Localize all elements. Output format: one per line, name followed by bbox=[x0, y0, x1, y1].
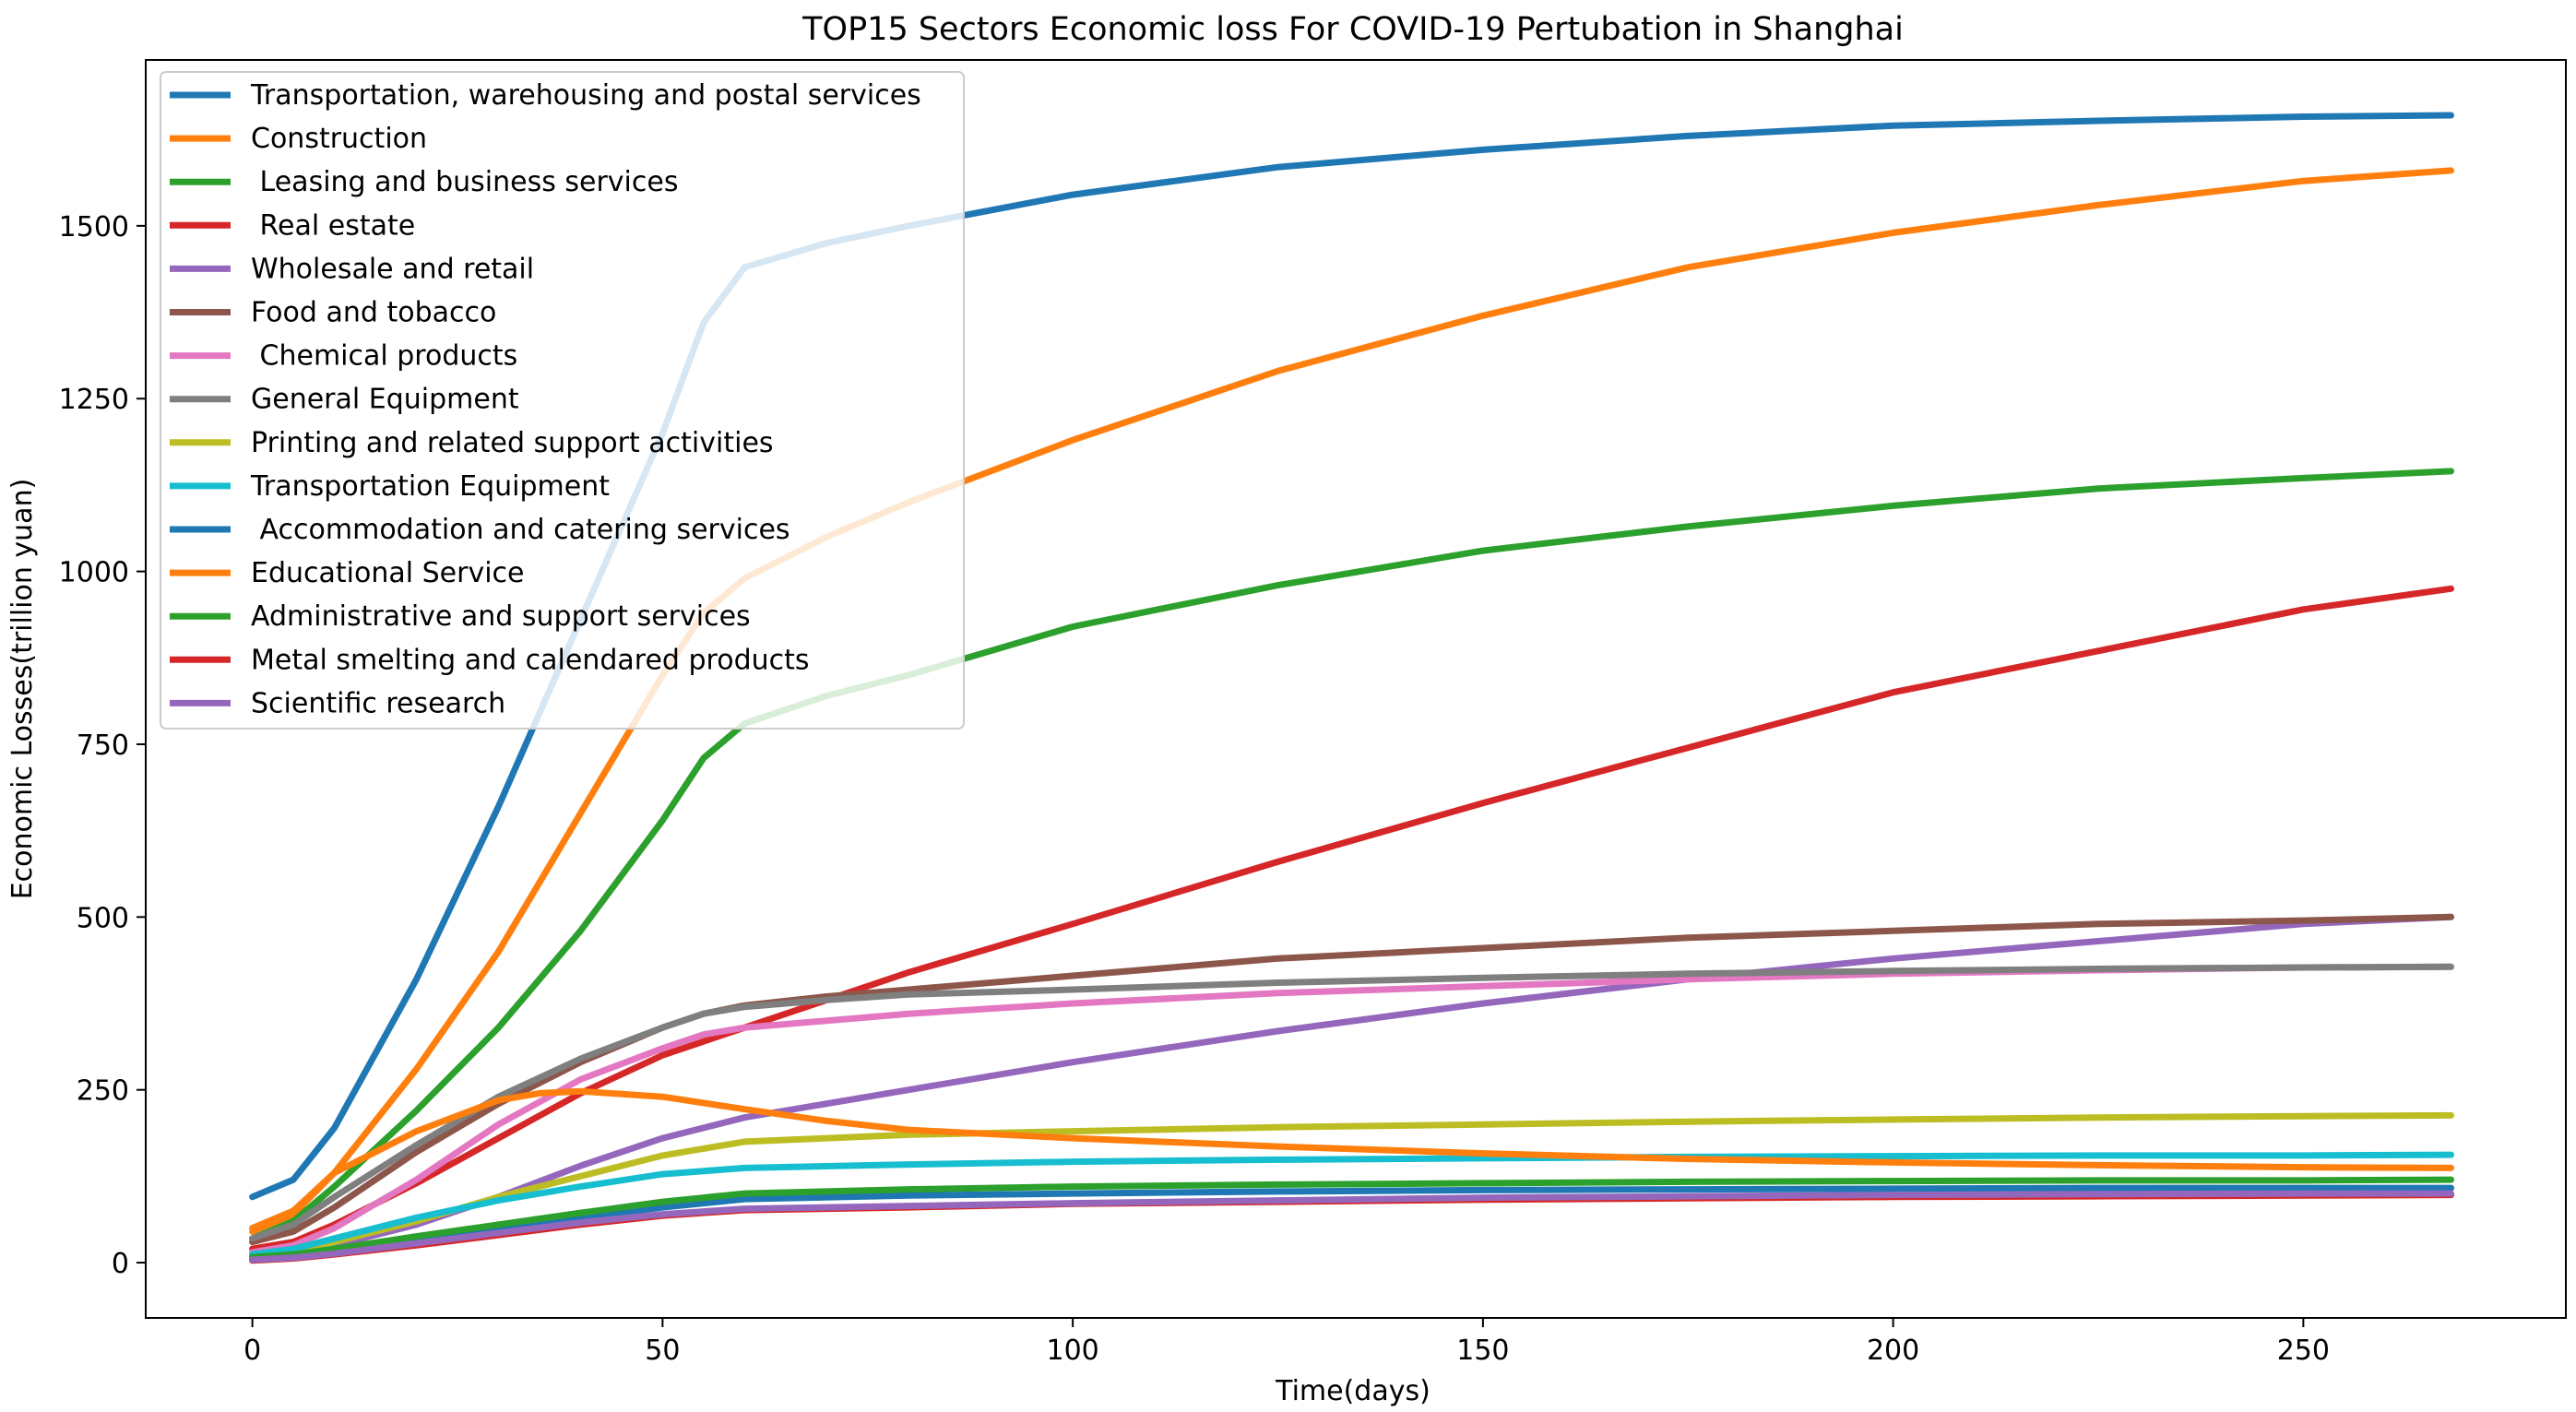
legend-label: Scientific research bbox=[251, 687, 505, 719]
legend-label: Printing and related support activities bbox=[251, 427, 774, 459]
x-tick-label: 0 bbox=[243, 1335, 261, 1367]
legend-label: Transportation, warehousing and postal s… bbox=[250, 79, 921, 112]
y-tick-label: 1250 bbox=[59, 384, 129, 416]
legend-label: General Equipment bbox=[251, 384, 519, 416]
y-axis-label: Economic Losses(trillion yuan) bbox=[6, 479, 39, 900]
chart-title: TOP15 Sectors Economic loss For COVID-19… bbox=[801, 11, 1904, 48]
y-tick-label: 250 bbox=[77, 1075, 129, 1108]
series-line-13 bbox=[249, 1176, 2454, 1261]
y-tick-label: 1500 bbox=[59, 211, 129, 243]
y-tick-label: 750 bbox=[77, 730, 129, 762]
series-line-8 bbox=[249, 963, 2454, 1242]
legend-label: Transportation Equipment bbox=[250, 470, 610, 503]
legend-label: Real estate bbox=[251, 209, 415, 242]
legend: Transportation, warehousing and postal s… bbox=[160, 71, 965, 730]
x-tick-label: 100 bbox=[1046, 1335, 1098, 1367]
legend-label: Metal smelting and calendared products bbox=[251, 644, 810, 676]
y-tick-label: 500 bbox=[77, 902, 129, 934]
legend-label: Administrative and support services bbox=[251, 600, 751, 633]
series-line-10 bbox=[249, 1151, 2454, 1258]
y-tick-label: 0 bbox=[112, 1248, 129, 1280]
legend-label: Wholesale and retail bbox=[251, 253, 534, 285]
series-line-6 bbox=[249, 913, 2454, 1246]
legend-label: Educational Service bbox=[251, 557, 524, 589]
x-axis-label: Time(days) bbox=[1275, 1375, 1430, 1407]
x-axis: 0 50 100 150 200 250 bbox=[243, 1318, 2330, 1367]
legend-label: Construction bbox=[251, 123, 427, 155]
legend-label: Food and tobacco bbox=[251, 297, 496, 329]
y-tick-label: 1000 bbox=[59, 557, 129, 589]
legend-label: Accommodation and catering services bbox=[251, 514, 790, 546]
x-tick-label: 50 bbox=[645, 1335, 680, 1367]
series-line-12 bbox=[249, 1087, 2454, 1232]
series-group bbox=[249, 112, 2454, 1264]
legend-frame bbox=[160, 71, 965, 730]
series-line-15 bbox=[249, 1190, 2454, 1264]
series-line-5 bbox=[249, 913, 2454, 1259]
series-line-9 bbox=[249, 1111, 2454, 1259]
legend-label: Chemical products bbox=[251, 340, 517, 373]
x-tick-label: 250 bbox=[2277, 1335, 2330, 1367]
x-tick-label: 200 bbox=[1867, 1335, 1919, 1367]
legend-label: Leasing and business services bbox=[251, 166, 678, 198]
y-axis: 0 250 500 750 1000 1250 1500 bbox=[59, 211, 146, 1280]
x-tick-label: 150 bbox=[1456, 1335, 1509, 1367]
